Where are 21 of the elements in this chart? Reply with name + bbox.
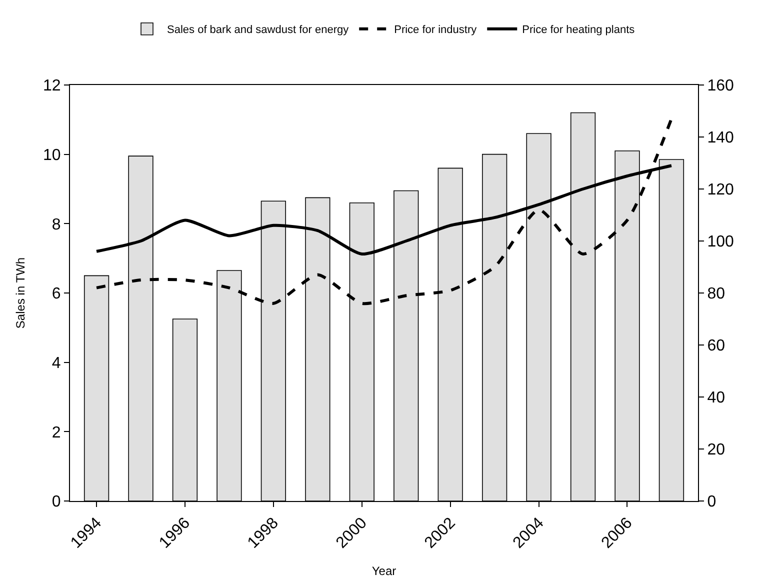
y2-tick-label: 120 [707,182,734,199]
y2-tick-label: 60 [707,338,726,355]
y-tick-label: 8 [52,216,61,234]
y-tick-label: 6 [52,286,61,303]
y-tick-label: 12 [43,78,61,95]
y-tick-label: 4 [52,354,61,372]
y-axis-title: Sales in TWh [13,257,28,329]
legend-label: Price for industry [394,24,478,36]
y-tick-label: 2 [52,424,61,442]
legend-label: Price for heating plants [522,24,636,36]
y2-tick-label: 80 [707,286,726,303]
x-axis-title: Year [372,564,396,578]
y2-tick-label: 140 [707,130,734,147]
y2-tick-label: 20 [707,442,726,459]
y2-tick-label: 40 [707,390,726,407]
y-tick-label: 10 [43,146,61,164]
y2-tick-label: 0 [707,494,716,511]
y2-tick-label: 100 [707,234,734,251]
y-tick-label: 0 [52,494,61,511]
y2-tick-label: 160 [707,78,734,95]
legend-label: Sales of bark and sawdust for energy [167,24,350,36]
